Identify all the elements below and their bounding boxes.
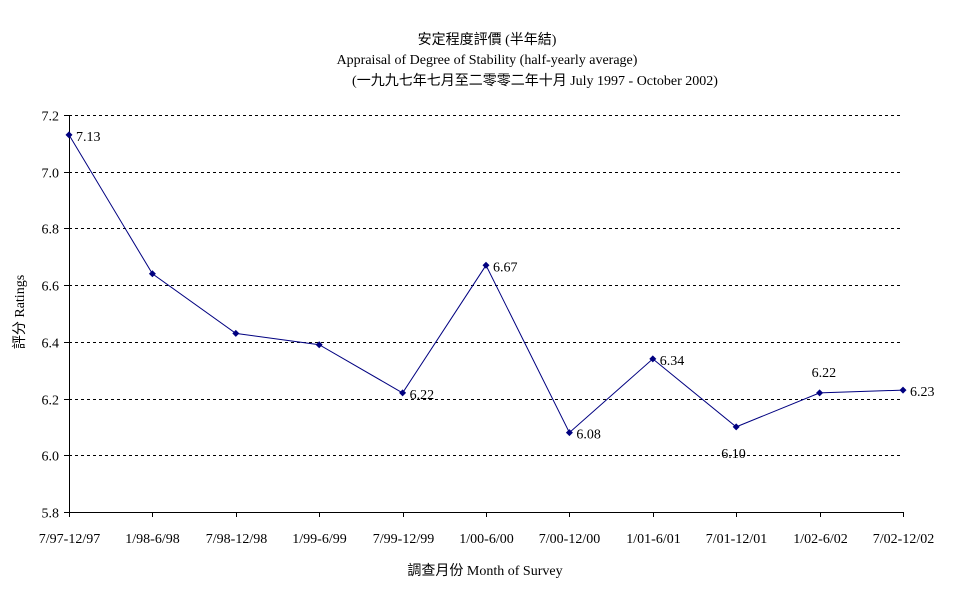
data-label: 6.10 (721, 447, 746, 462)
x-tick-label: 7/01-12/01 (706, 532, 767, 547)
x-tick-label: 1/01-6/01 (626, 532, 680, 547)
x-tick-label: 7/97-12/97 (39, 532, 100, 547)
gridlines (69, 115, 903, 456)
x-tick-label: 1/99-6/99 (292, 532, 346, 547)
y-axis-ticks: 5.8 6.0 6.2 6.4 6.6 6.8 7.0 7.2 (42, 110, 69, 522)
data-label: 6.22 (812, 366, 837, 381)
x-tick-label: 1/98-6/98 (125, 532, 179, 547)
y-tick-label: 6.4 (42, 337, 60, 352)
axes (69, 115, 903, 513)
data-label: 6.22 (410, 388, 435, 403)
data-label: 6.23 (910, 385, 935, 400)
data-points (65, 131, 907, 437)
chart-subtitle-period: (一九九七年七月至二零零二年十月 July 1997 - October 200… (352, 73, 718, 89)
series-line-path (68, 134, 904, 434)
y-tick-label: 6.6 (42, 280, 60, 295)
y-tick-label: 7.2 (42, 110, 60, 125)
data-label: 6.67 (493, 260, 518, 275)
y-tick-label: 6.8 (42, 223, 60, 238)
data-label: 6.34 (660, 354, 685, 369)
data-point (816, 389, 824, 397)
data-point (315, 341, 323, 349)
series-line (68, 134, 904, 434)
x-tick-label: 1/02-6/02 (793, 532, 847, 547)
data-point (649, 355, 657, 363)
x-tick-label: 7/00-12/00 (539, 532, 600, 547)
y-axis-title: 評分 Ratings (12, 275, 28, 349)
y-tick-label: 6.0 (42, 450, 60, 465)
data-label: 7.13 (76, 130, 101, 145)
data-point (482, 261, 490, 269)
x-tick-label: 7/98-12/98 (206, 532, 267, 547)
data-point (399, 389, 407, 397)
chart-subtitle: Appraisal of Degree of Stability (half-y… (337, 53, 638, 68)
y-tick-label: 5.8 (42, 507, 60, 522)
chart-title: 安定程度評價 (半年結) (418, 31, 557, 48)
data-point (232, 329, 240, 337)
y-tick-label: 7.0 (42, 167, 60, 182)
x-axis-title: 調查月份 Month of Survey (407, 563, 562, 579)
x-tick-label: 7/99-12/99 (373, 532, 434, 547)
x-tick-label: 7/02-12/02 (873, 532, 934, 547)
data-point (65, 131, 73, 139)
y-tick-label: 6.2 (42, 394, 60, 409)
data-labels: 7.13 6.22 6.67 6.08 6.34 6.10 6.22 6.23 (76, 130, 935, 462)
data-point (899, 386, 907, 394)
data-point (148, 270, 156, 278)
x-tick-label: 1/00-6/00 (459, 532, 513, 547)
data-point (732, 423, 740, 431)
x-axis-ticks: 7/97-12/97 1/98-6/98 7/98-12/98 1/99-6/99 7/… (39, 512, 934, 547)
data-point (565, 429, 573, 437)
data-label: 6.08 (576, 428, 601, 443)
